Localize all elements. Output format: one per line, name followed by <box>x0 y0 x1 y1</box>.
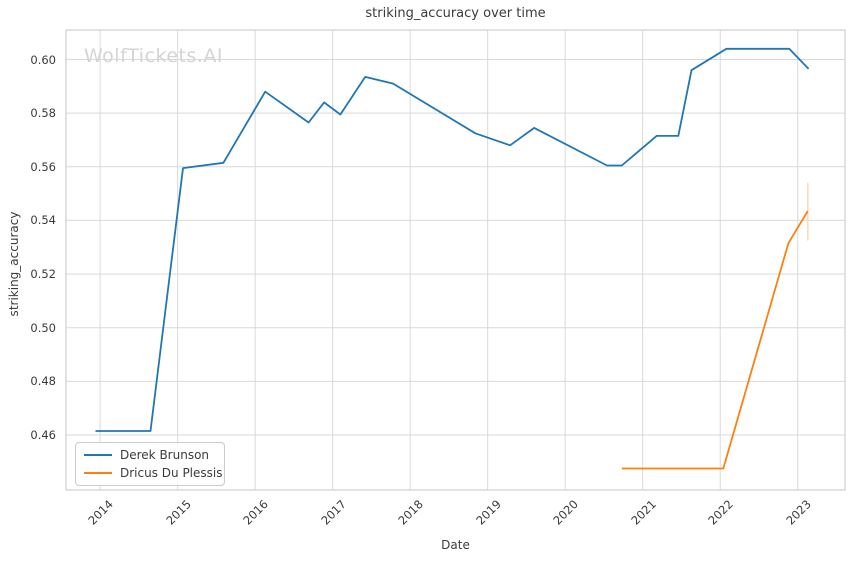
legend-label: Derek Brunson <box>120 448 210 462</box>
chart-title: striking_accuracy over time <box>365 6 546 21</box>
y-tick-label: 0.54 <box>30 213 56 228</box>
legend-item-dricus-du-plessis: Dricus Du Plessis <box>76 466 224 480</box>
y-tick-label: 0.50 <box>30 320 56 335</box>
y-axis-label: striking_accuracy <box>7 211 21 317</box>
legend-line-sample-dricus-du-plessis <box>84 472 112 474</box>
y-tick-label: 0.60 <box>30 52 56 67</box>
watermark: WolfTickets.AI <box>84 45 224 67</box>
y-tick-label: 0.52 <box>30 267 56 282</box>
y-tick-label: 0.56 <box>30 159 56 174</box>
legend-label: Dricus Du Plessis <box>120 466 223 480</box>
plot-border <box>65 29 846 491</box>
y-tick-label: 0.58 <box>30 106 56 121</box>
series-line-derek-brunson <box>95 47 810 432</box>
legend-item-derek-brunson: Derek Brunson <box>76 448 224 462</box>
y-tick-label: 0.48 <box>30 374 56 389</box>
x-axis-label: Date <box>441 538 470 552</box>
legend-line-sample-derek-brunson <box>84 454 112 456</box>
y-tick-label: 0.46 <box>30 428 56 442</box>
legend: Derek Brunson Dricus Du Plessis <box>75 442 225 486</box>
series-line-dricus-du-plessis <box>621 210 809 470</box>
